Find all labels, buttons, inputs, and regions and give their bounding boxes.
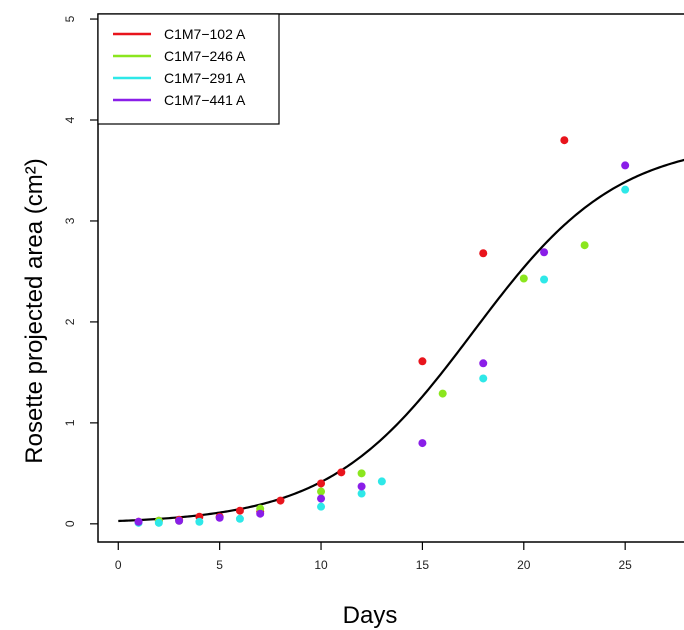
data-point-series-1 xyxy=(317,479,326,488)
plot-frame xyxy=(97,13,684,543)
data-point-series-1 xyxy=(479,249,488,258)
data-point-series-3 xyxy=(357,489,366,498)
data-point-series-2 xyxy=(357,469,366,478)
data-point-series-1 xyxy=(560,136,569,145)
y-tick-label: 2 xyxy=(63,318,77,325)
legend-label: C1M7−441 A xyxy=(164,92,246,108)
x-tick-label: 15 xyxy=(416,558,430,572)
data-point-series-3 xyxy=(621,185,630,194)
data-point-series-2 xyxy=(580,241,589,250)
data-point-series-4 xyxy=(479,359,488,368)
data-point-series-4 xyxy=(357,482,366,491)
data-point-series-4 xyxy=(317,494,326,503)
x-tick-label: 20 xyxy=(517,558,531,572)
x-tick-label: 25 xyxy=(618,558,632,572)
data-point-series-3 xyxy=(235,514,244,523)
y-tick-label: 4 xyxy=(63,116,77,123)
x-tick-label: 0 xyxy=(115,558,122,572)
legend-label: C1M7−102 A xyxy=(164,26,246,42)
data-point-series-3 xyxy=(479,374,488,383)
y-axis: 0 1 2 3 4 5 xyxy=(63,15,98,527)
data-point-series-4 xyxy=(540,248,549,257)
data-point-series-1 xyxy=(418,357,427,366)
y-tick-label: 5 xyxy=(63,15,77,22)
data-point-series-4 xyxy=(134,517,143,526)
data-point-series-3 xyxy=(540,275,549,284)
legend-label: C1M7−291 A xyxy=(164,70,246,86)
y-tick-label: 1 xyxy=(63,419,77,426)
data-point-series-4 xyxy=(175,516,184,525)
data-point-series-1 xyxy=(235,506,244,515)
x-tick-label: 5 xyxy=(216,558,223,572)
data-point-series-4 xyxy=(621,161,630,170)
y-tick-label: 3 xyxy=(63,217,77,224)
legend-box xyxy=(97,13,280,125)
data-point-series-4 xyxy=(418,439,427,448)
data-point-series-2 xyxy=(438,389,447,398)
data-point-series-3 xyxy=(317,502,326,511)
fit-curve xyxy=(118,158,684,523)
y-tick-label: 0 xyxy=(63,520,77,527)
data-points xyxy=(134,136,630,527)
data-point-series-4 xyxy=(215,513,224,522)
x-axis-title: Days xyxy=(343,602,398,629)
data-point-series-3 xyxy=(377,477,386,486)
data-point-series-3 xyxy=(195,517,204,526)
data-point-series-1 xyxy=(276,496,285,505)
data-point-series-3 xyxy=(154,518,163,527)
data-point-series-4 xyxy=(256,509,265,518)
x-tick-label: 10 xyxy=(314,558,328,572)
x-axis: 0 5 10 15 20 25 xyxy=(115,542,632,572)
data-point-series-1 xyxy=(337,468,346,477)
legend-label: C1M7−246 A xyxy=(164,48,246,64)
y-axis-title: Rosette projected area (cm²) xyxy=(21,158,48,463)
legend: C1M7−102 A C1M7−246 A C1M7−291 A C1M7−441 A xyxy=(97,13,280,125)
data-point-series-2 xyxy=(317,487,326,496)
data-point-series-2 xyxy=(519,274,528,283)
